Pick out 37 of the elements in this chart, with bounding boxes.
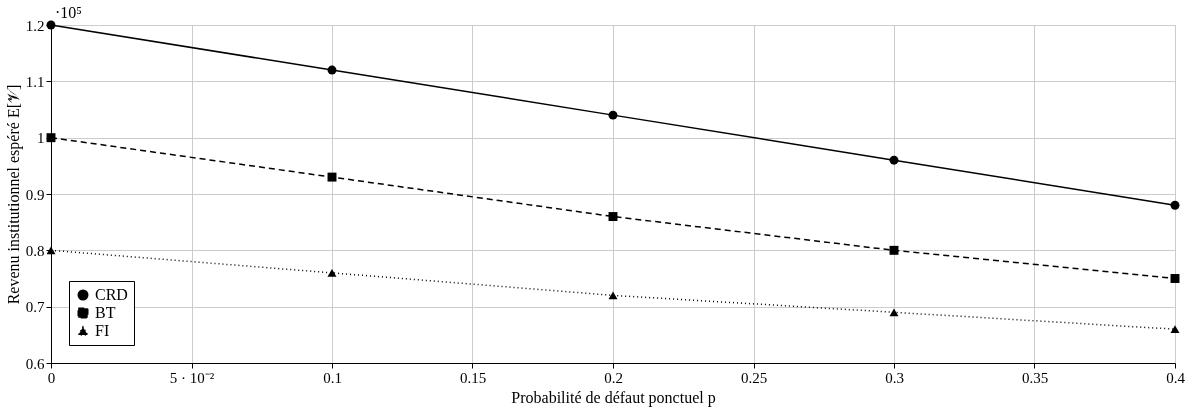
y-tick-label: 0.8 <box>25 242 45 259</box>
point <box>889 308 899 317</box>
point <box>1170 274 1180 283</box>
point <box>327 268 337 277</box>
y-tick-label: 0.7 <box>25 299 45 316</box>
y-tick-label: 1.2 <box>25 17 45 34</box>
x-tick-label: 0 <box>47 369 56 386</box>
y-tick-label: 1.1 <box>25 73 45 90</box>
y-tick-label: 0.9 <box>25 186 45 203</box>
x-tick-label: 0.35 <box>1021 369 1049 386</box>
legend-label: CRD <box>95 286 128 303</box>
legend-label: FI <box>95 322 110 339</box>
point <box>1170 200 1180 210</box>
text: ·10⁵ <box>55 4 82 21</box>
x-tick-label: 0.25 <box>740 369 768 386</box>
x-tick-label: 0.15 <box>459 369 487 386</box>
y-axis-title: Revenu institutionnel espéré E[𝒱] <box>4 84 23 305</box>
point <box>608 291 618 300</box>
point <box>1170 325 1180 334</box>
x-tick-label: 0.4 <box>1166 369 1186 386</box>
point <box>327 172 337 182</box>
x-tick-label: 0.1 <box>323 369 342 386</box>
point <box>608 110 618 120</box>
legend-label: BT <box>95 304 116 321</box>
point <box>889 245 899 255</box>
point <box>608 212 618 222</box>
point <box>46 246 56 255</box>
point <box>46 20 56 30</box>
y-tick-label: 0.6 <box>25 355 45 372</box>
point <box>46 133 56 143</box>
x-axis-title: Probabilité de défaut ponctuel p <box>511 388 716 407</box>
x-tick-label: 5 · 10⁻² <box>169 369 215 386</box>
y-tick-label: 1 <box>37 130 45 147</box>
x-tick-label: 0.3 <box>885 369 904 386</box>
x-tick-label: 0.2 <box>604 369 623 386</box>
point <box>889 155 899 165</box>
point <box>327 65 337 75</box>
